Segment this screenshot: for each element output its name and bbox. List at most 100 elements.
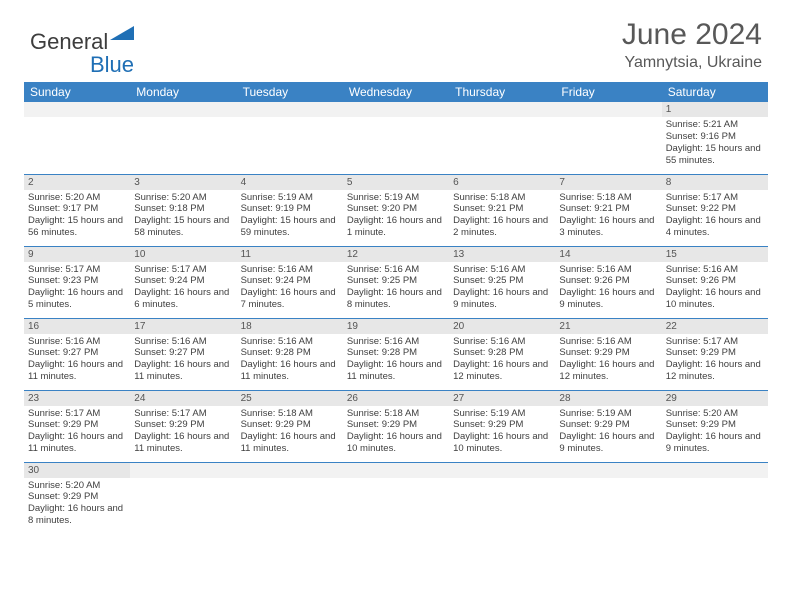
calendar-table: SundayMondayTuesdayWednesdayThursdayFrid… — [24, 82, 768, 534]
calendar-cell — [449, 462, 555, 534]
day-details: Sunrise: 5:17 AMSunset: 9:24 PMDaylight:… — [130, 262, 236, 314]
day-details: Sunrise: 5:18 AMSunset: 9:29 PMDaylight:… — [237, 406, 343, 458]
day-details: Sunrise: 5:16 AMSunset: 9:28 PMDaylight:… — [449, 334, 555, 386]
day-number-empty — [130, 102, 236, 117]
weekday-header: Monday — [130, 82, 236, 102]
calendar-cell: 10Sunrise: 5:17 AMSunset: 9:24 PMDayligh… — [130, 246, 236, 318]
calendar-cell: 25Sunrise: 5:18 AMSunset: 9:29 PMDayligh… — [237, 390, 343, 462]
weekday-header: Sunday — [24, 82, 130, 102]
calendar-cell: 16Sunrise: 5:16 AMSunset: 9:27 PMDayligh… — [24, 318, 130, 390]
day-number: 3 — [130, 175, 236, 190]
day-number-empty — [449, 463, 555, 478]
calendar-cell: 9Sunrise: 5:17 AMSunset: 9:23 PMDaylight… — [24, 246, 130, 318]
calendar-cell: 19Sunrise: 5:16 AMSunset: 9:28 PMDayligh… — [343, 318, 449, 390]
day-number: 28 — [555, 391, 661, 406]
day-number: 18 — [237, 319, 343, 334]
day-number: 30 — [24, 463, 130, 478]
day-details: Sunrise: 5:16 AMSunset: 9:27 PMDaylight:… — [130, 334, 236, 386]
day-details: Sunrise: 5:16 AMSunset: 9:24 PMDaylight:… — [237, 262, 343, 314]
day-details: Sunrise: 5:17 AMSunset: 9:29 PMDaylight:… — [130, 406, 236, 458]
day-number-empty — [343, 463, 449, 478]
day-number: 10 — [130, 247, 236, 262]
calendar-cell — [343, 102, 449, 174]
day-number-empty — [449, 102, 555, 117]
calendar-cell — [237, 462, 343, 534]
day-number: 1 — [662, 102, 768, 117]
calendar-cell: 8Sunrise: 5:17 AMSunset: 9:22 PMDaylight… — [662, 174, 768, 246]
day-number: 19 — [343, 319, 449, 334]
day-number: 9 — [24, 247, 130, 262]
calendar-cell: 11Sunrise: 5:16 AMSunset: 9:24 PMDayligh… — [237, 246, 343, 318]
calendar-cell: 13Sunrise: 5:16 AMSunset: 9:25 PMDayligh… — [449, 246, 555, 318]
day-number: 7 — [555, 175, 661, 190]
day-number-empty — [555, 102, 661, 117]
day-details: Sunrise: 5:16 AMSunset: 9:28 PMDaylight:… — [343, 334, 449, 386]
calendar-cell: 27Sunrise: 5:19 AMSunset: 9:29 PMDayligh… — [449, 390, 555, 462]
location-subtitle: Yamnytsia, Ukraine — [622, 54, 762, 72]
day-number: 8 — [662, 175, 768, 190]
weekday-header: Tuesday — [237, 82, 343, 102]
day-details: Sunrise: 5:17 AMSunset: 9:23 PMDaylight:… — [24, 262, 130, 314]
calendar-cell: 30Sunrise: 5:20 AMSunset: 9:29 PMDayligh… — [24, 462, 130, 534]
logo-triangle-icon — [110, 24, 136, 47]
weekday-header: Friday — [555, 82, 661, 102]
day-number: 11 — [237, 247, 343, 262]
calendar-cell: 4Sunrise: 5:19 AMSunset: 9:19 PMDaylight… — [237, 174, 343, 246]
calendar-cell — [555, 462, 661, 534]
calendar-cell — [343, 462, 449, 534]
day-details: Sunrise: 5:19 AMSunset: 9:29 PMDaylight:… — [555, 406, 661, 458]
day-number: 4 — [237, 175, 343, 190]
calendar-cell — [237, 102, 343, 174]
day-details: Sunrise: 5:20 AMSunset: 9:18 PMDaylight:… — [130, 190, 236, 242]
calendar-cell — [130, 462, 236, 534]
weekday-header: Wednesday — [343, 82, 449, 102]
calendar-cell: 20Sunrise: 5:16 AMSunset: 9:28 PMDayligh… — [449, 318, 555, 390]
calendar-cell: 5Sunrise: 5:19 AMSunset: 9:20 PMDaylight… — [343, 174, 449, 246]
day-number: 5 — [343, 175, 449, 190]
day-number: 2 — [24, 175, 130, 190]
day-details: Sunrise: 5:16 AMSunset: 9:27 PMDaylight:… — [24, 334, 130, 386]
logo-text-1: General — [30, 29, 108, 55]
weekday-header: Thursday — [449, 82, 555, 102]
day-number-empty — [343, 102, 449, 117]
day-number: 24 — [130, 391, 236, 406]
day-number: 25 — [237, 391, 343, 406]
day-number: 13 — [449, 247, 555, 262]
day-number: 27 — [449, 391, 555, 406]
day-number: 22 — [662, 319, 768, 334]
calendar-cell: 18Sunrise: 5:16 AMSunset: 9:28 PMDayligh… — [237, 318, 343, 390]
calendar-cell: 3Sunrise: 5:20 AMSunset: 9:18 PMDaylight… — [130, 174, 236, 246]
calendar-cell: 2Sunrise: 5:20 AMSunset: 9:17 PMDaylight… — [24, 174, 130, 246]
calendar-cell: 29Sunrise: 5:20 AMSunset: 9:29 PMDayligh… — [662, 390, 768, 462]
day-number: 23 — [24, 391, 130, 406]
calendar-cell: 15Sunrise: 5:16 AMSunset: 9:26 PMDayligh… — [662, 246, 768, 318]
day-number: 17 — [130, 319, 236, 334]
day-details: Sunrise: 5:20 AMSunset: 9:29 PMDaylight:… — [24, 478, 130, 530]
calendar-cell: 14Sunrise: 5:16 AMSunset: 9:26 PMDayligh… — [555, 246, 661, 318]
day-number-empty — [237, 463, 343, 478]
day-number: 15 — [662, 247, 768, 262]
day-details: Sunrise: 5:20 AMSunset: 9:29 PMDaylight:… — [662, 406, 768, 458]
calendar-cell — [555, 102, 661, 174]
day-details: Sunrise: 5:16 AMSunset: 9:28 PMDaylight:… — [237, 334, 343, 386]
day-details: Sunrise: 5:16 AMSunset: 9:25 PMDaylight:… — [449, 262, 555, 314]
calendar-cell: 1Sunrise: 5:21 AMSunset: 9:16 PMDaylight… — [662, 102, 768, 174]
day-number: 6 — [449, 175, 555, 190]
day-number: 29 — [662, 391, 768, 406]
day-number-empty — [237, 102, 343, 117]
day-details: Sunrise: 5:16 AMSunset: 9:26 PMDaylight:… — [662, 262, 768, 314]
calendar-cell — [662, 462, 768, 534]
calendar-cell: 26Sunrise: 5:18 AMSunset: 9:29 PMDayligh… — [343, 390, 449, 462]
day-number-empty — [130, 463, 236, 478]
day-number: 20 — [449, 319, 555, 334]
day-number-empty — [555, 463, 661, 478]
day-details: Sunrise: 5:19 AMSunset: 9:20 PMDaylight:… — [343, 190, 449, 242]
calendar-cell: 21Sunrise: 5:16 AMSunset: 9:29 PMDayligh… — [555, 318, 661, 390]
calendar-cell — [24, 102, 130, 174]
calendar-cell: 6Sunrise: 5:18 AMSunset: 9:21 PMDaylight… — [449, 174, 555, 246]
day-details: Sunrise: 5:16 AMSunset: 9:26 PMDaylight:… — [555, 262, 661, 314]
calendar-cell: 7Sunrise: 5:18 AMSunset: 9:21 PMDaylight… — [555, 174, 661, 246]
calendar-cell — [449, 102, 555, 174]
day-number: 26 — [343, 391, 449, 406]
logo-text-2-wrap: Blue — [30, 52, 134, 78]
